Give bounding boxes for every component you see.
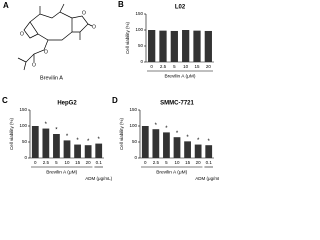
bar: [184, 141, 191, 158]
significance-mark: *: [197, 138, 200, 144]
y-tick-label: 50: [138, 43, 144, 48]
x-tick-label: 0: [144, 160, 147, 165]
y-tick-label: 150: [129, 107, 137, 112]
x-tick-label: 5: [165, 160, 168, 165]
y-tick-label: 100: [19, 123, 27, 128]
bar: [204, 30, 212, 62]
atom-label: O: [32, 62, 36, 68]
x-axis-label-2: ADM (μg/mL): [85, 176, 112, 181]
bar: [141, 126, 149, 158]
structure-panel: A O O O O O Brevilin A: [3, 1, 96, 81]
y-tick-label: 150: [19, 107, 27, 112]
page: A O O O O O Brevilin A B L02 Cell viabilit…: [2, 0, 219, 182]
panel-letter: A: [3, 1, 9, 10]
significance-mark: *: [208, 139, 211, 145]
x-tick-label: 2.5: [160, 64, 167, 69]
chart-title: L02: [175, 5, 186, 11]
x-tick-label: 10: [174, 160, 180, 165]
bar: [193, 30, 201, 62]
bar: [42, 128, 50, 158]
bar: [170, 30, 178, 62]
bar: [95, 143, 103, 158]
x-tick-label: 0.1: [206, 160, 213, 165]
y-tick-label: 50: [22, 139, 28, 144]
significance-mark: *: [155, 123, 158, 129]
atom-label: O: [44, 49, 48, 55]
y-tick-label: 0: [134, 155, 137, 160]
significance-mark: *: [66, 134, 69, 140]
significance-mark: *: [45, 122, 48, 128]
x-tick-label: 10: [64, 160, 70, 165]
bar: [173, 137, 181, 158]
significance-mark: *: [76, 138, 79, 144]
y-tick-label: 50: [132, 139, 138, 144]
significance-mark: *: [165, 126, 168, 132]
compound-name: Brevilin A: [40, 75, 63, 81]
x-axis-label: Brevilin A (μM): [46, 169, 77, 175]
chart-title: HepG2: [57, 101, 77, 107]
x-tick-label: 2.5: [43, 160, 50, 165]
y-axis-label: Cell viability (%): [125, 22, 130, 55]
significance-mark: *: [176, 131, 179, 137]
x-tick-label: 10: [183, 64, 189, 69]
significance-mark: *: [55, 128, 58, 134]
bar: [74, 144, 81, 158]
bar: [53, 134, 60, 158]
x-tick-label: 0.1: [96, 160, 103, 165]
significance-mark: *: [87, 139, 90, 145]
bar: [31, 126, 39, 158]
significance-mark: *: [186, 135, 189, 141]
x-tick-label: 0: [150, 64, 153, 69]
x-tick-label: 5: [173, 64, 176, 69]
x-tick-label: 2.5: [153, 160, 160, 165]
panel-letter: D: [112, 96, 118, 105]
atom-label: O: [82, 10, 86, 16]
chart-title: SMMC-7721: [160, 101, 194, 107]
x-tick-label: 15: [194, 64, 200, 69]
x-tick-label: 20: [196, 160, 202, 165]
x-axis-label-2: ADM (μg/mL): [195, 176, 219, 181]
x-tick-label: 15: [75, 160, 81, 165]
x-axis-label: Brevilin A (μM): [164, 73, 195, 79]
atom-label: O: [20, 31, 24, 37]
bar: [159, 30, 167, 62]
y-tick-label: 100: [129, 123, 137, 128]
bar: [205, 145, 213, 158]
molecule-bonds: [17, 3, 93, 71]
figure: A O O O O O Brevilin A B L02 Cell viabilit…: [2, 0, 219, 181]
y-tick-label: 0: [24, 155, 27, 160]
y-tick-label: 150: [135, 11, 143, 16]
y-axis-label: Cell viability (%): [9, 118, 14, 151]
x-tick-label: 0: [34, 160, 37, 165]
significance-mark: *: [98, 137, 101, 143]
x-tick-label: 15: [185, 160, 191, 165]
bar: [194, 144, 202, 158]
x-tick-label: 20: [206, 64, 212, 69]
bar: [84, 145, 92, 158]
bar: [152, 129, 160, 158]
bar: [182, 30, 190, 62]
x-axis-label: Brevilin A (μM): [156, 169, 187, 175]
panel-letter: B: [118, 0, 124, 9]
panel-letter: C: [2, 96, 8, 105]
y-tick-label: 0: [140, 59, 143, 64]
bar: [163, 132, 170, 158]
bar: [63, 140, 71, 158]
y-tick-label: 100: [135, 27, 143, 32]
x-tick-label: 20: [86, 160, 92, 165]
bar: [148, 30, 156, 62]
atom-label: O: [92, 24, 96, 30]
y-axis-label: Cell viability (%): [119, 118, 124, 151]
x-tick-label: 5: [55, 160, 58, 165]
